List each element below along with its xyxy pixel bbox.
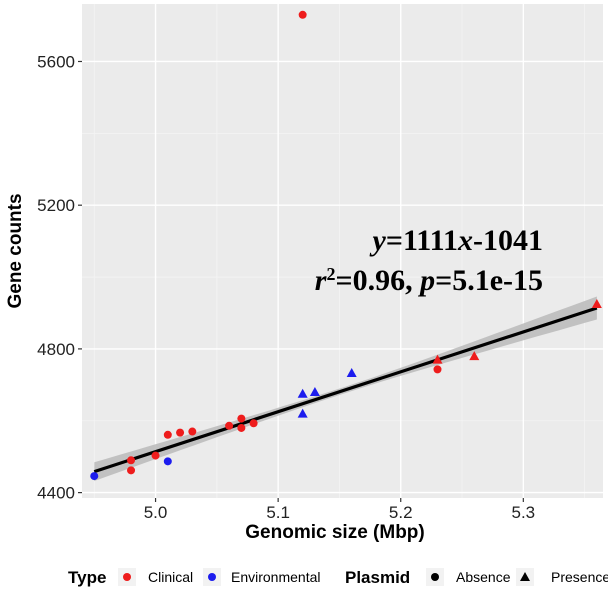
data-point-circle xyxy=(90,472,99,481)
legend-label-environmental: Environmental xyxy=(231,569,321,585)
x-tick-label: 5.1 xyxy=(266,503,290,522)
data-point-triangle xyxy=(469,351,480,361)
data-point-circle xyxy=(188,427,197,436)
stats-p: p xyxy=(417,264,435,297)
y-tick-label: 5200 xyxy=(37,196,75,215)
data-point-circle xyxy=(127,456,136,465)
eq-intercept: -1041 xyxy=(473,224,543,257)
legend-key-presence xyxy=(520,572,530,581)
legend-plasmid-title: Plasmid xyxy=(345,568,410,587)
data-point-circle xyxy=(298,10,307,19)
data-points xyxy=(90,10,602,481)
stats-r: r xyxy=(315,264,327,297)
legend-key-clinical xyxy=(123,573,131,581)
regression-line-path xyxy=(93,306,598,474)
eq-x-var: x xyxy=(457,224,473,257)
data-point-circle xyxy=(433,365,442,374)
regression-stats: r2=0.96, p=5.1e-15 xyxy=(315,264,543,297)
data-point-circle xyxy=(237,423,246,432)
axis-ticks xyxy=(78,60,524,502)
regression-line xyxy=(93,306,598,474)
data-point-triangle xyxy=(309,387,320,397)
stats-r-value: =0.96, xyxy=(335,264,420,297)
legend-label-clinical: Clinical xyxy=(148,569,193,585)
regression-equation: y=1111x-1041 xyxy=(370,224,543,257)
eq-y-var: y xyxy=(370,224,387,257)
plot-panel xyxy=(82,4,603,498)
y-axis-title: Gene counts xyxy=(5,193,26,308)
data-point-triangle xyxy=(591,298,602,308)
data-point-circle xyxy=(225,421,234,430)
eq-slope: =1111 xyxy=(386,224,458,257)
x-tick-label: 5.0 xyxy=(144,503,168,522)
y-tick-label: 4400 xyxy=(37,484,75,503)
data-point-circle xyxy=(249,419,258,428)
x-tick-label: 5.3 xyxy=(511,503,535,522)
legend-label-absence: Absence xyxy=(456,569,511,585)
data-point-circle xyxy=(163,457,172,466)
y-tick-label: 4800 xyxy=(37,340,75,359)
data-point-circle xyxy=(237,414,246,423)
legend: Type Clinical Environmental Plasmid Abse… xyxy=(68,568,608,587)
data-point-triangle xyxy=(346,367,357,377)
y-tick-label: 5600 xyxy=(37,52,75,71)
data-point-circle xyxy=(127,466,136,475)
legend-key-absence xyxy=(431,573,439,581)
x-tick-label: 5.2 xyxy=(389,503,413,522)
data-point-circle xyxy=(176,428,185,437)
legend-type-title: Type xyxy=(68,568,106,587)
legend-key-environmental xyxy=(208,573,216,581)
data-point-circle xyxy=(163,430,172,439)
x-axis-title: Genomic size (Mbp) xyxy=(245,522,424,543)
legend-label-presence: Presence xyxy=(551,569,608,585)
data-point-circle xyxy=(151,451,160,460)
data-point-triangle xyxy=(297,408,308,418)
data-point-triangle xyxy=(297,388,308,398)
stats-r-exponent: 2 xyxy=(326,264,335,284)
x-tick-labels: 5.0 5.1 5.2 5.3 xyxy=(144,503,535,522)
stats-p-value: =5.1e-15 xyxy=(435,264,543,297)
data-point-triangle xyxy=(432,354,443,364)
y-tick-labels: 4400 4800 5200 5600 xyxy=(37,52,75,502)
